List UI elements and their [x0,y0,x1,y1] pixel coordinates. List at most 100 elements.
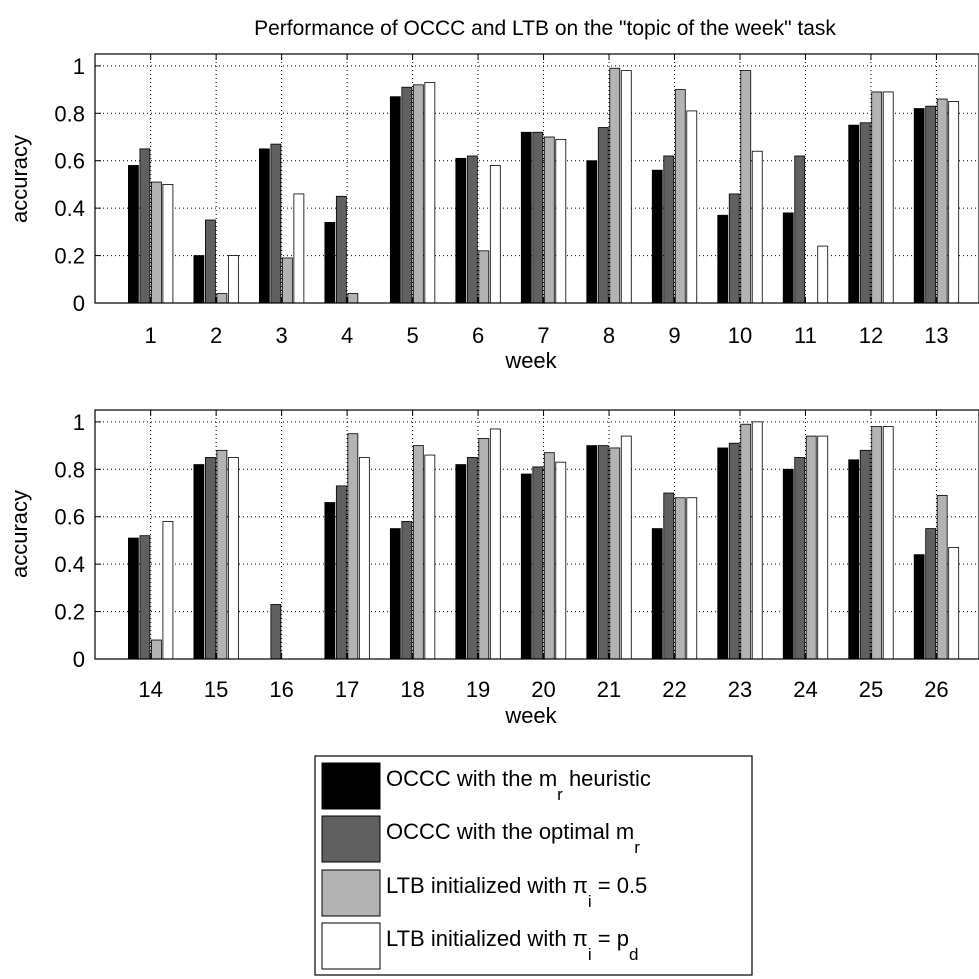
y-tick-label: 1 [73,410,85,435]
bar-week-11-series-1 [782,212,794,304]
bar-week-22-series-3 [674,497,686,660]
bar-week-9-series-1 [651,169,663,304]
panel-1: 00.20.40.60.811 2 3 4 5 6 7 8 9 10 11 12 13weekaccur… [7,53,979,373]
bar-week-21-series-3 [609,447,621,660]
bar-week-16-series-2 [270,604,282,660]
bar-week-21-series-2 [597,445,609,660]
chart-panels: 00.20.40.60.811 2 3 4 5 6 7 8 9 10 11 12 13weekaccur… [7,53,979,728]
bar-week-18-series-4 [424,454,436,660]
x-tick-label: 20 [531,677,555,702]
bar-week-7-series-1 [520,131,532,304]
bar-week-23-series-3 [740,423,752,660]
legend-swatch [321,815,381,863]
bar-week-10-series-3 [740,70,752,304]
bar-week-7-series-3 [543,136,555,304]
bar-week-4-series-1 [324,221,336,304]
panel-2: 0 0.2 0.4 0.6 0.8 1 14 15 16 17 18 19 20 21 22 23 24 25 26… [7,409,979,728]
bar-week-6-series-3 [478,250,490,304]
bar-week-21-series-1 [586,445,598,660]
bar-week-18-series-3 [412,445,424,660]
bar-week-10-series-4 [751,150,763,304]
legend-label: OCCC with the optimal mr [386,819,640,857]
bar-week-20-series-4 [555,461,567,660]
bar-week-14-series-3 [151,639,162,660]
x-tick-label: 9 [668,323,680,348]
legend-box [314,755,753,976]
y-tick-label: 0.4 [54,196,85,221]
bar-week-20-series-1 [520,473,532,660]
bar-week-8-series-3 [609,67,621,304]
bar-week-5-series-3 [412,84,424,304]
legend-item-2: OCCC with the optimal mr [321,815,640,863]
bar-week-26-series-2 [925,528,937,660]
chart-title: Performance of OCCC and LTB on the "topi… [254,17,836,40]
bar-week-9-series-4 [686,110,698,304]
bar-week-24-series-4 [817,435,829,660]
bar-week-26-series-1 [913,554,925,660]
bar-week-23-series-2 [728,442,740,660]
x-tick-label: 19 [466,677,490,702]
bar-week-5-series-1 [389,96,401,304]
bar-week-17-series-2 [335,485,347,660]
bar-week-2-series-1 [193,255,205,304]
bar-week-10-series-1 [717,214,729,304]
bar-week-19-series-3 [478,438,490,660]
bar-week-9-series-2 [663,155,675,304]
x-tick-label: 11 [794,323,817,348]
x-axis-label: week [504,348,557,373]
x-tick-label: 26 [924,677,948,702]
bar-week-3-series-3 [281,257,293,304]
x-tick-label: 10 [728,323,752,348]
y-tick-label: 0.8 [54,101,85,126]
bar-week-22-series-4 [686,497,698,660]
x-tick-label: 25 [859,677,883,702]
bar-week-1-series-1 [128,165,139,304]
bar-week-23-series-1 [717,447,729,660]
bar-week-1-series-2 [139,148,151,304]
bar-week-24-series-2 [794,457,806,660]
y-tick-label: 0.4 [54,552,85,577]
bar-week-18-series-1 [389,528,401,660]
bar-week-3-series-1 [258,148,270,304]
legend-swatch [321,922,381,970]
x-tick-label: 22 [662,677,686,702]
bar-week-12-series-1 [848,124,860,304]
x-tick-label: 15 [204,677,228,702]
legend-item-3: LTB initialized with πi = 0.5 [321,869,647,917]
x-tick-label: 16 [269,677,293,702]
bar-week-3-series-2 [270,143,282,304]
bar-week-13-series-2 [925,105,937,304]
x-tick-label: 14 [138,677,162,702]
legend: OCCC with the mr heuristic OCCC with the … [314,755,753,976]
bar-week-13-series-3 [936,98,948,304]
bar-week-5-series-2 [401,86,413,304]
bar-week-7-series-4 [555,138,567,304]
x-tick-label: 5 [406,323,418,348]
bar-week-1-series-3 [151,181,162,304]
bar-week-7-series-2 [532,131,544,304]
x-tick-label: 8 [603,323,615,348]
bar-week-25-series-3 [871,426,883,660]
axes-frame [94,53,979,304]
bar-week-12-series-4 [882,91,894,304]
x-tick-label: 12 [859,323,883,348]
bar-week-2-series-3 [216,293,228,304]
x-tick-label: 17 [335,677,359,702]
bar-week-8-series-2 [597,127,609,304]
legend-swatch [321,869,381,917]
bar-week-25-series-4 [882,426,894,660]
bar-week-11-series-4 [817,245,829,304]
x-tick-label: 2 [210,323,222,348]
bar-week-19-series-4 [489,428,501,660]
y-axis-label: accuracy [7,490,32,578]
legend-label: LTB initialized with πi = pd [386,926,638,964]
bar-week-14-series-4 [162,521,174,660]
bar-week-23-series-4 [751,421,763,660]
bar-week-3-series-4 [293,193,305,304]
bar-week-8-series-4 [620,70,632,304]
bar-week-4-series-3 [347,293,359,304]
legend-label: OCCC with the mr heuristic [386,766,651,804]
bar-week-20-series-2 [532,466,544,660]
y-tick-label: 0 [73,291,85,316]
y-tick-label: 0.2 [54,600,85,625]
